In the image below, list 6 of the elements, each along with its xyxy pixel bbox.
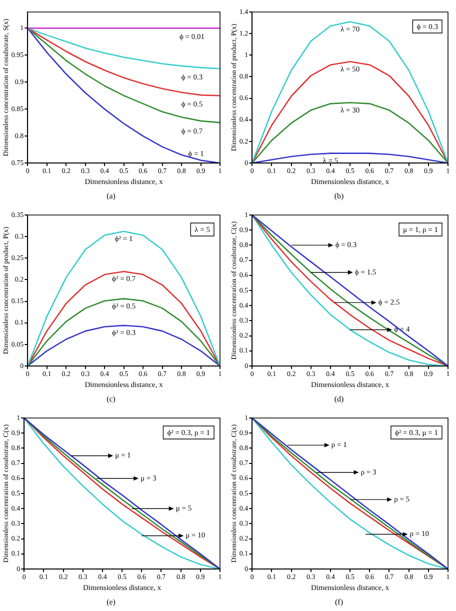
text: (a) — [106, 191, 116, 200]
text: (c) — [106, 394, 116, 404]
text: (f) — [335, 597, 344, 606]
text: (b) — [334, 191, 344, 200]
text: (d) — [334, 394, 344, 404]
text: (e) — [106, 597, 116, 606]
